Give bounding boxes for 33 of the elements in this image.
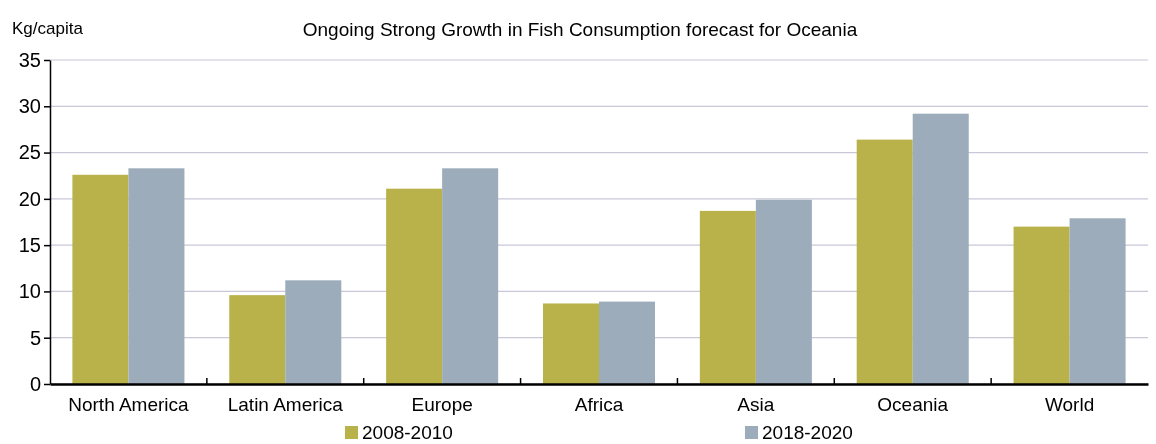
bar (755, 199, 812, 384)
y-tick-label: 25 (18, 141, 41, 164)
bar (386, 188, 443, 384)
y-tick-label: 35 (18, 48, 41, 71)
bar (1013, 226, 1070, 384)
y-tick-label: 20 (18, 187, 41, 210)
x-tick-label: Europe (411, 394, 473, 416)
y-tick-label: 5 (29, 326, 41, 349)
y-tick-label: 0 (29, 372, 41, 395)
bar (912, 113, 969, 384)
bar (72, 174, 129, 384)
x-tick-label: Africa (574, 394, 624, 416)
x-tick-label: Asia (737, 394, 775, 416)
bar (442, 168, 499, 384)
bar (599, 301, 656, 384)
bar (285, 280, 342, 384)
bar (229, 295, 286, 384)
y-tick-label: 30 (18, 95, 41, 118)
legend-label: 2008-2010 (362, 422, 453, 443)
x-tick-label: Oceania (877, 394, 949, 416)
y-axis-title: Kg/capita (12, 19, 84, 38)
y-tick-label: 10 (18, 280, 41, 303)
x-tick-label: North America (68, 394, 190, 416)
bar (856, 139, 913, 384)
x-tick-label: Latin America (227, 394, 344, 416)
bar (1069, 218, 1126, 384)
y-tick-label: 15 (18, 234, 41, 257)
chart-title: Ongoing Strong Growth in Fish Consumption forecast for Oceania (302, 19, 858, 40)
bar (128, 168, 185, 384)
x-tick-label: World (1044, 394, 1095, 416)
legend-label: 2018-2020 (762, 422, 853, 443)
bar (699, 210, 756, 384)
bar (542, 303, 599, 384)
